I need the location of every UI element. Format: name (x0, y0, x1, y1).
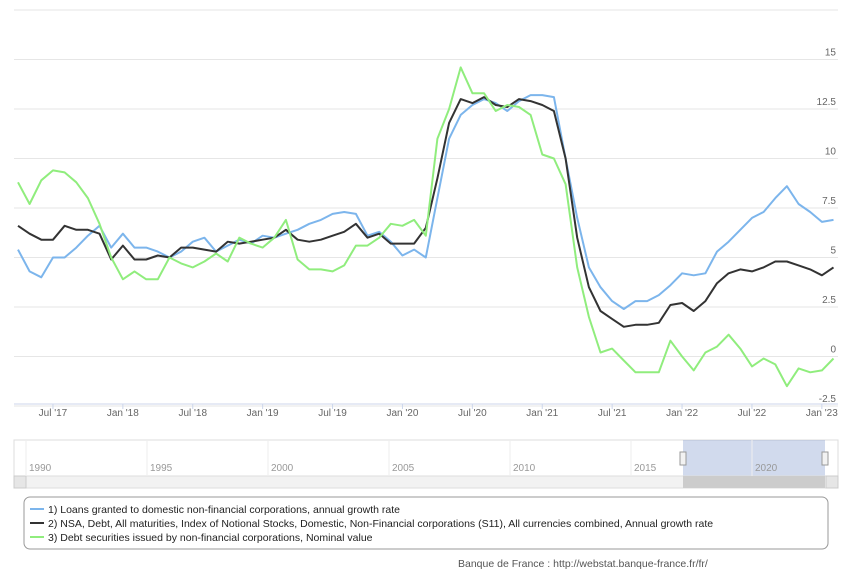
x-tick-label: Jul '17 (39, 408, 68, 419)
navigator-label: 2020 (755, 463, 778, 474)
x-tick-label: Jul '19 (318, 408, 347, 419)
x-tick-label: Jan '19 (247, 408, 279, 419)
scrollbar-button[interactable] (13, 475, 27, 489)
legend-box (23, 496, 829, 550)
navigator-label: 2005 (392, 463, 415, 474)
navigator-handle[interactable] (679, 451, 687, 466)
source-note: Banque de France : http://webstat.banque… (458, 558, 708, 570)
y-tick-label: -2.5 (819, 394, 837, 405)
navigator-label: 2010 (513, 463, 536, 474)
x-tick-label: Jul '21 (598, 408, 627, 419)
y-tick-label: 2.5 (822, 295, 836, 306)
y-tick-label: 5 (830, 246, 836, 257)
navigator-handle[interactable] (821, 451, 829, 466)
x-tick-label: Jan '23 (806, 408, 838, 419)
scrollbar-thumb[interactable] (683, 476, 825, 488)
navigator: 1990 1995 2000 2005 2010 2015 2020 (13, 439, 839, 489)
navigator-label: 1990 (29, 463, 52, 474)
y-tick-label: 15 (825, 48, 837, 59)
series-line (17, 66, 835, 388)
y-tick-label: 0 (830, 345, 836, 356)
x-tick-label: Jan '20 (386, 408, 418, 419)
series-line (17, 94, 834, 310)
navigator-label: 2000 (271, 463, 294, 474)
navigator-label: 1995 (150, 463, 173, 474)
x-tick-label: Jul '18 (178, 408, 207, 419)
y-tick-label: 10 (825, 147, 837, 158)
y-tick-label: 7.5 (822, 196, 836, 207)
x-tick-label: Jul '20 (458, 408, 487, 419)
legend-label: 3) Debt securities issued by non-financi… (48, 532, 373, 544)
legend-label: 2) NSA, Debt, All maturities, Index of N… (48, 518, 713, 530)
x-tick-label: Jan '21 (526, 408, 558, 419)
legend-label: 1) Loans granted to domestic non-financi… (48, 504, 400, 516)
x-tick-label: Jan '18 (107, 408, 139, 419)
x-tick-label: Jul '22 (738, 408, 767, 419)
y-tick-label: 12.5 (817, 97, 837, 108)
navigator-label: 2015 (634, 463, 657, 474)
x-tick-label: Jan '22 (666, 408, 698, 419)
series-line (17, 96, 835, 328)
scrollbar-button[interactable] (825, 475, 839, 489)
navigator-selection[interactable] (683, 440, 825, 476)
